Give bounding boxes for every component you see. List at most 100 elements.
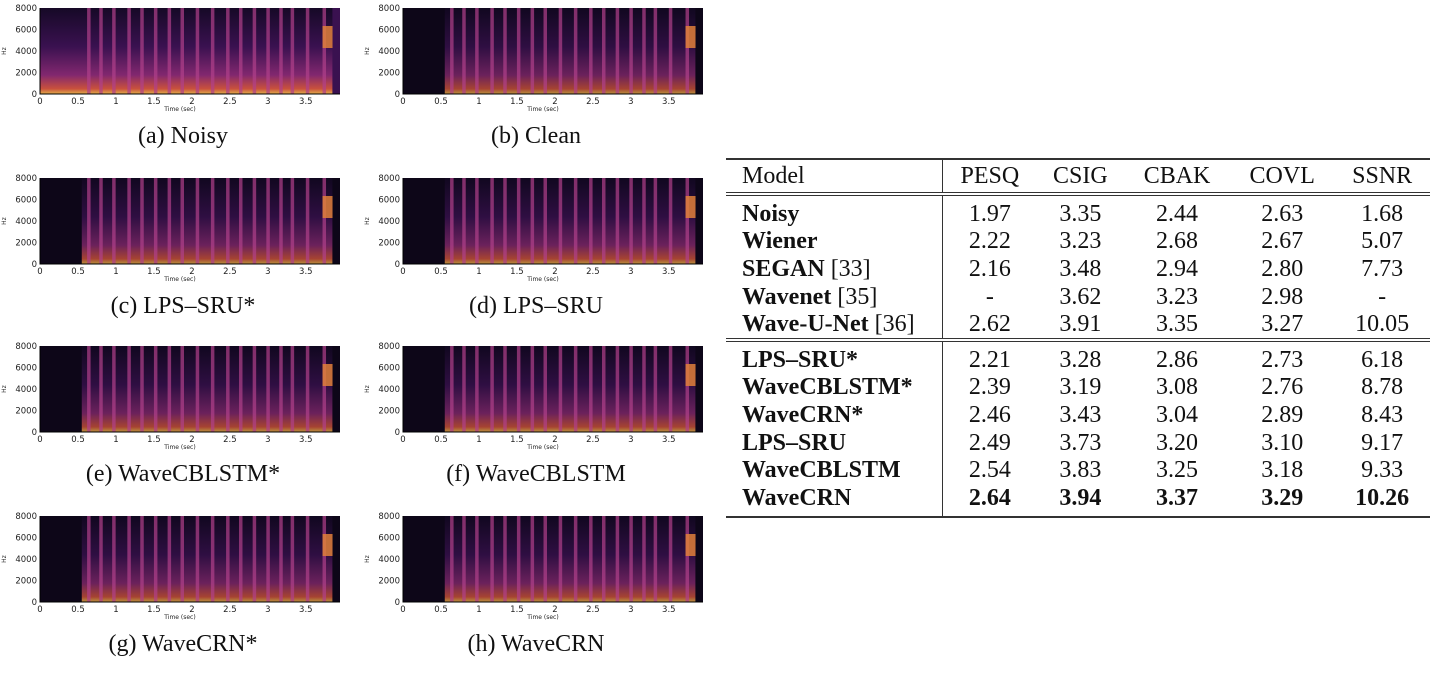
fricative-band bbox=[653, 178, 658, 264]
metric-cell: 3.20 bbox=[1156, 429, 1199, 456]
x-tick-label: 1.5 bbox=[147, 97, 161, 107]
y-tick-label: 6000 bbox=[378, 196, 400, 206]
x-tick-label: 0.5 bbox=[71, 267, 85, 277]
metric-cell: - bbox=[1378, 283, 1387, 310]
spectrogram-plot: 0 2000 4000 6000 8000 Hz 0 0.5 1 1.5 2 2.5 3 3.5 Time … bbox=[0, 174, 340, 285]
y-tick-label: 0 bbox=[32, 90, 37, 100]
fricative-band bbox=[601, 516, 606, 602]
x-tick-label: 1.5 bbox=[147, 435, 161, 445]
x-tick-label: 3.5 bbox=[662, 267, 676, 277]
fricative-band bbox=[99, 516, 103, 602]
header-cbak: CBAK bbox=[1123, 158, 1231, 194]
fricative-band bbox=[543, 346, 548, 432]
table-body: Noisy 1.97 3.35 2.44 2.63 1.68 Wiener 2.22 3.23 2… bbox=[726, 192, 1430, 518]
x-tick-label: 2 bbox=[552, 97, 557, 107]
metric-cell: 2.89 bbox=[1261, 401, 1304, 428]
spectrogram-svg: 0 2000 4000 6000 8000 Hz 0 0.5 1 1.5 2 2.5 3 3.5 Time … bbox=[364, 342, 703, 451]
model-name-cell: LPS–SRU* bbox=[726, 337, 943, 374]
y-tick-label: 6000 bbox=[378, 534, 400, 544]
metric-cell: 2.49 bbox=[968, 429, 1011, 456]
metric-cell: 7.73 bbox=[1361, 255, 1404, 282]
x-tick-label: 3.5 bbox=[299, 267, 313, 277]
metric-cell: 9.33 bbox=[1361, 457, 1404, 484]
fricative-band bbox=[210, 516, 215, 602]
fricative-band bbox=[140, 346, 144, 432]
metric-cell: 2.44 bbox=[1123, 192, 1231, 228]
x-tick-label: 1 bbox=[113, 605, 118, 615]
fricative-band bbox=[279, 516, 283, 602]
fricative-band bbox=[305, 8, 310, 94]
high-frequency-burst bbox=[322, 26, 333, 48]
fricative-band bbox=[685, 178, 690, 264]
fricative-band bbox=[589, 8, 593, 94]
fricative-band bbox=[180, 346, 185, 432]
citation-ref: [33] bbox=[830, 255, 871, 282]
model-name: LPS–SRU* bbox=[742, 346, 859, 373]
fricative-band bbox=[153, 346, 158, 432]
header-csig: CSIG bbox=[1036, 158, 1124, 194]
x-axis-label: Time (sec) bbox=[163, 106, 195, 113]
model-name-cell: Noisy bbox=[726, 192, 943, 228]
spectrogram-plot: 0 2000 4000 6000 8000 Hz 0 0.5 1 1.5 2 2.5 3 3.5 Time … bbox=[363, 512, 703, 623]
metric-cell: 3.83 bbox=[1059, 457, 1102, 484]
x-tick-label: 1.5 bbox=[510, 435, 524, 445]
x-tick-label: 0.5 bbox=[71, 435, 85, 445]
high-frequency-burst bbox=[685, 534, 696, 556]
panel-caption: (e) WaveCBLSTM* bbox=[85, 461, 281, 487]
fricative-band bbox=[629, 516, 633, 602]
metric-cell: 3.18 bbox=[1261, 457, 1304, 484]
metric-cell: 2.68 bbox=[1156, 228, 1199, 255]
y-tick-label: 2000 bbox=[378, 69, 400, 79]
metric-cell: 3.37 bbox=[1123, 483, 1231, 518]
model-name: Wiener bbox=[742, 228, 818, 255]
panel-caption: (b) Clean bbox=[491, 123, 581, 149]
x-tick-label: 0 bbox=[400, 97, 405, 107]
fricative-band bbox=[112, 178, 116, 264]
y-axis-label: Hz bbox=[1, 217, 8, 225]
fricative-band bbox=[279, 8, 283, 94]
fricative-band bbox=[629, 346, 633, 432]
metric-cell: 2.86 bbox=[1123, 337, 1231, 374]
fricative-band bbox=[322, 346, 327, 432]
fricative-band bbox=[279, 178, 283, 264]
x-tick-label: 2.5 bbox=[586, 435, 600, 445]
x-tick-label: 1 bbox=[476, 605, 481, 615]
model-name-cell: WaveCBLSTM bbox=[726, 456, 943, 484]
y-tick-label: 4000 bbox=[15, 217, 37, 227]
x-tick-label: 0 bbox=[37, 605, 42, 615]
metric-cell: 3.23 bbox=[1156, 283, 1199, 310]
spectrogram-svg: 0 2000 4000 6000 8000 Hz 0 0.5 1 1.5 2 2.5 3 3.5 Time … bbox=[364, 174, 703, 283]
y-tick-label: 2000 bbox=[378, 407, 400, 417]
metric-cell: 2.80 bbox=[1261, 255, 1304, 282]
fricative-band bbox=[99, 346, 103, 432]
fricative-band bbox=[140, 178, 144, 264]
fricative-band bbox=[615, 516, 620, 602]
fricative-band bbox=[543, 178, 548, 264]
axis-lines bbox=[402, 346, 703, 433]
model-name: LPS–SRU bbox=[742, 429, 847, 456]
y-tick-label: 4000 bbox=[378, 217, 400, 227]
fricative-band bbox=[450, 8, 454, 94]
fricative-band bbox=[226, 346, 230, 432]
fricative-band bbox=[167, 346, 172, 432]
spectrogram-plot: 0 2000 4000 6000 8000 Hz 0 0.5 1 1.5 2 2.5 3 3.5 Time … bbox=[363, 4, 703, 115]
y-tick-label: 6000 bbox=[15, 26, 37, 36]
fricative-band bbox=[226, 178, 230, 264]
fricative-band bbox=[516, 178, 521, 264]
model-name-cell: Wave-U-Net [36] bbox=[726, 310, 943, 340]
fricative-band bbox=[503, 178, 507, 264]
fricative-band bbox=[490, 8, 494, 94]
table-row: Noisy 1.97 3.35 2.44 2.63 1.68 bbox=[726, 192, 1430, 228]
fricative-band bbox=[642, 516, 646, 602]
model-name: WaveCRN* bbox=[742, 401, 864, 428]
panel-caption: (f) WaveCBLSTM bbox=[446, 461, 626, 487]
y-tick-label: 4000 bbox=[15, 385, 37, 395]
y-tick-label: 8000 bbox=[378, 512, 400, 522]
fricative-band bbox=[642, 8, 646, 94]
speech-energy bbox=[81, 346, 333, 432]
high-frequency-burst bbox=[322, 196, 333, 218]
table-row: WaveCRN* 2.46 3.43 3.04 2.89 8.43 bbox=[726, 401, 1430, 429]
metric-cell: 2.39 bbox=[968, 374, 1011, 401]
fricative-band bbox=[127, 346, 131, 432]
spectrogram-plot: 0 2000 4000 6000 8000 Hz 0 0.5 1 1.5 2 2.5 3 3.5 Time … bbox=[363, 174, 703, 285]
